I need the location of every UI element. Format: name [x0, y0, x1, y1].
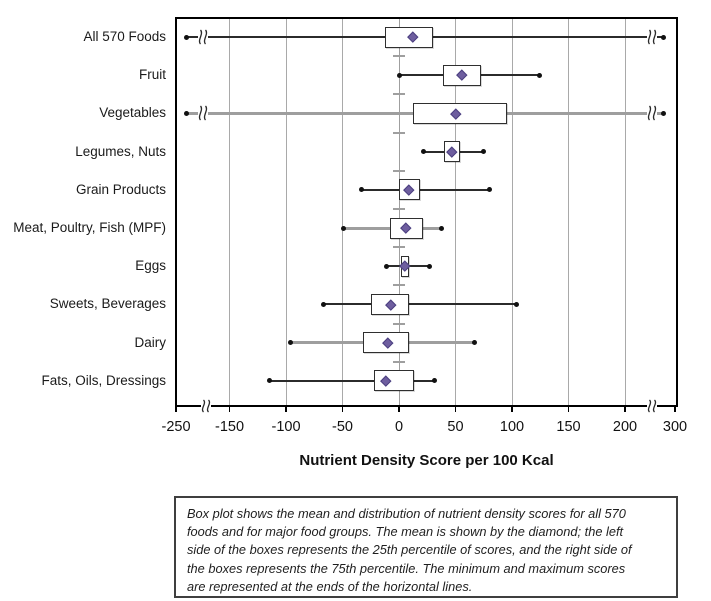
x-tick-label: 50	[447, 419, 464, 435]
caption-line: Box plot shows the mean and distribution…	[187, 506, 626, 521]
x-tick-mark	[454, 406, 457, 412]
min-dot	[320, 301, 326, 307]
gridline	[229, 17, 230, 407]
x-tick-mark	[398, 406, 400, 412]
max-dot	[481, 149, 487, 155]
min-dot	[396, 72, 402, 78]
whisker-line	[361, 188, 490, 191]
max-dot	[472, 340, 478, 346]
x-tick-mark	[567, 406, 570, 412]
x-tick-label: 100	[499, 419, 525, 435]
gridline	[342, 17, 343, 407]
x-axis-title: Nutrient Density Score per 100 Kcal	[299, 452, 554, 469]
x-tick-label: 200	[612, 419, 638, 435]
category-label: Grain Products	[75, 181, 166, 197]
max-dot	[427, 263, 432, 269]
whisker-line	[269, 379, 435, 382]
gridline	[285, 17, 287, 407]
x-tick-mark	[511, 406, 513, 412]
category-label: All 570 Foods	[83, 29, 166, 44]
min-dot	[341, 225, 347, 231]
gridline	[568, 17, 569, 407]
max-dot	[431, 378, 437, 384]
zero-gridline	[398, 17, 400, 407]
category-label: Legumes, Nuts	[75, 143, 166, 159]
x-tick-mark	[674, 406, 676, 412]
x-tick-mark	[624, 406, 626, 412]
max-dot	[439, 225, 445, 231]
zero-tick-dash	[393, 322, 405, 325]
max-dot	[536, 72, 542, 78]
plot-area	[175, 17, 678, 407]
zero-tick-dash	[393, 284, 405, 287]
zero-tick-dash	[393, 360, 405, 363]
x-tick-mark	[341, 406, 344, 412]
category-label: Meat, Poultry, Fish (MPF)	[13, 220, 166, 235]
max-dot	[660, 34, 666, 40]
min-dot	[384, 263, 390, 269]
caption-line: are represented at the ends of the horiz…	[187, 578, 473, 594]
x-tick-mark	[228, 406, 231, 412]
min-dot	[183, 110, 189, 116]
whisker-line	[323, 303, 517, 306]
min-dot	[266, 378, 272, 384]
min-dot	[421, 149, 427, 155]
x-tick-label: 300	[662, 419, 688, 435]
zero-tick-dash	[393, 169, 405, 172]
whisker-break-icon	[198, 29, 208, 45]
caption-line: side of the boxes represents the 25th pe…	[187, 542, 632, 558]
whisker-break-icon	[647, 105, 657, 122]
x-tick-label: -50	[332, 419, 353, 435]
zero-tick-dash	[393, 131, 405, 134]
x-tick-mark	[175, 406, 177, 412]
gridline	[624, 17, 626, 407]
min-dot	[288, 340, 294, 346]
category-label: Eggs	[135, 258, 166, 274]
max-dot	[486, 187, 492, 193]
x-tick-label: -150	[214, 419, 245, 435]
zero-tick-dash	[393, 207, 405, 210]
x-tick-label: -250	[161, 419, 191, 435]
whisker-break-icon	[198, 105, 208, 122]
category-label: Vegetables	[99, 105, 166, 121]
caption-box: Box plot shows the mean and distribution…	[174, 496, 678, 598]
caption-line: foods and for major food groups. The mea…	[187, 524, 624, 540]
zero-tick-dash	[393, 55, 405, 58]
category-label: Fats, Oils, Dressings	[41, 372, 166, 388]
x-tick-label: 0	[394, 419, 404, 435]
gridline	[455, 17, 456, 407]
whisker-break-icon	[647, 29, 657, 45]
gridline	[511, 17, 513, 407]
category-label: Sweets, Beverages	[49, 296, 166, 312]
min-dot	[359, 187, 365, 193]
axis-break-icon	[647, 399, 657, 413]
x-tick-label: 150	[556, 419, 581, 435]
zero-tick-dash	[393, 93, 405, 96]
caption-line: the boxes represents the 75th percentile…	[187, 560, 626, 576]
max-dot	[660, 110, 666, 116]
max-dot	[514, 301, 520, 307]
zero-tick-dash	[393, 246, 405, 249]
x-tick-mark	[285, 406, 287, 412]
x-tick-label: -100	[271, 419, 301, 435]
axis-break-icon	[201, 399, 211, 413]
category-label: Dairy	[134, 334, 166, 350]
category-label: Fruit	[139, 67, 166, 83]
min-dot	[183, 34, 189, 40]
